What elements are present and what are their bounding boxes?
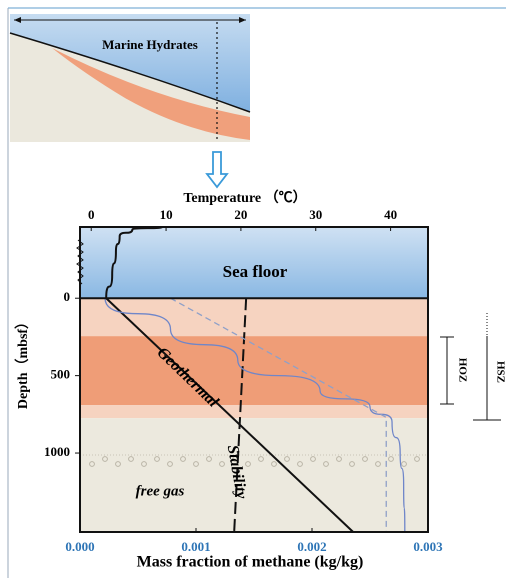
x-axis-title: Mass fraction of methane (kg/kg) [137, 554, 364, 571]
top-axis-title: Temperature （℃） [183, 190, 306, 206]
y-tick-label: 500 [51, 367, 71, 382]
hoz-label: HOZ [456, 358, 468, 382]
x-tick-label: 0.000 [65, 539, 94, 554]
inset-label: Marine Hydrates [102, 37, 198, 52]
temperature-tick-label: 10 [160, 207, 173, 222]
band [80, 418, 428, 532]
band [80, 336, 428, 405]
band [80, 298, 428, 336]
figure: Marine Hydrates 0 10 20 30 40 0 500 1000 0.000 0.… [0, 0, 506, 578]
inset: Marine Hydrates [10, 14, 250, 142]
zone-brackets: HOZ HSZ [440, 313, 506, 420]
x-tick-label: 0.003 [413, 539, 443, 554]
x-tick-label: 0.002 [297, 539, 326, 554]
temperature-tick-label: 20 [234, 207, 247, 222]
y-axis-title: Depth（mbsf） [15, 315, 31, 409]
down-arrow [207, 152, 227, 187]
temperature-tick-label: 40 [384, 207, 397, 222]
temperature-tick-label: 30 [309, 207, 322, 222]
free-gas-label: free gas [136, 483, 185, 499]
y-tick-label: 1000 [44, 444, 70, 459]
hsz-label: HSZ [494, 361, 506, 383]
temperature-tick-label: 0 [88, 207, 95, 222]
plot: 0 10 20 30 40 0 500 1000 0.000 0.001 0.002 0.003 Sea… [44, 207, 443, 554]
y-tick-label: 0 [64, 289, 71, 304]
sea-floor-label: Sea floor [223, 262, 288, 281]
x-tick-label: 0.001 [181, 539, 210, 554]
